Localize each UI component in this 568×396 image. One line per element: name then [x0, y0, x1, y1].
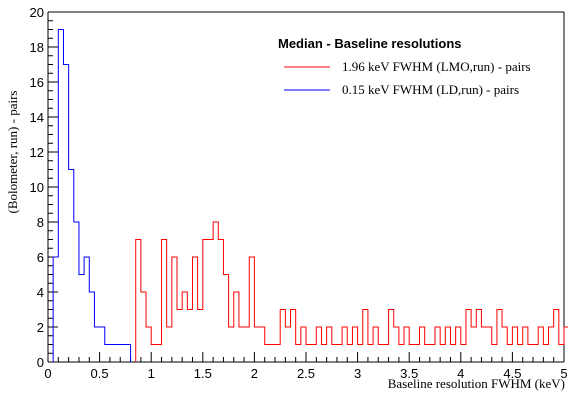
- x-tick-label: 4.5: [503, 366, 521, 381]
- y-tick-label: 16: [30, 75, 44, 90]
- legend-label-ld: 0.15 keV FWHM (LD,run) - pairs: [342, 82, 519, 97]
- series-line-lmo: [135, 221, 568, 362]
- x-tick-label: 0: [44, 366, 51, 381]
- y-tick-label: 18: [30, 40, 44, 55]
- x-tick-label: 3.5: [400, 366, 418, 381]
- y-axis-title: (Bolometer, run) - pairs: [5, 91, 20, 214]
- tick-labels: 0 0.5 1 1.5 2 2.5 3 3.5 4 4.5 5 0 2 4 6 8 10 12 14 16 18 20: [30, 5, 568, 381]
- x-tick-label: 2.5: [297, 366, 315, 381]
- x-tick-label: 2: [251, 366, 258, 381]
- legend-title: Median - Baseline resolutions: [278, 36, 462, 51]
- y-tick-label: 14: [30, 110, 44, 125]
- y-tick-label: 0: [37, 355, 44, 370]
- series-line-ld: [52, 29, 132, 362]
- y-tick-label: 20: [30, 5, 44, 20]
- x-tick-label: 4: [457, 366, 464, 381]
- y-tick-label: 2: [37, 320, 44, 335]
- y-tick-label: 6: [37, 250, 44, 265]
- y-tick-label: 10: [30, 180, 44, 195]
- x-tick-label: 1.5: [194, 366, 212, 381]
- x-tick-label: 0.5: [91, 366, 109, 381]
- x-tick-label: 5: [560, 366, 567, 381]
- x-axis-title: Baseline resolution FWHM (keV): [388, 376, 565, 391]
- legend: Median - Baseline resolutions 1.96 keV F…: [278, 36, 531, 97]
- histogram-series: [52, 29, 568, 362]
- y-tick-label: 8: [37, 215, 44, 230]
- legend-label-lmo: 1.96 keV FWHM (LMO,run) - pairs: [342, 59, 531, 74]
- x-tick-label: 1: [148, 366, 155, 381]
- y-tick-label: 12: [30, 145, 44, 160]
- y-tick-label: 4: [37, 285, 44, 300]
- x-tick-label: 3: [354, 366, 361, 381]
